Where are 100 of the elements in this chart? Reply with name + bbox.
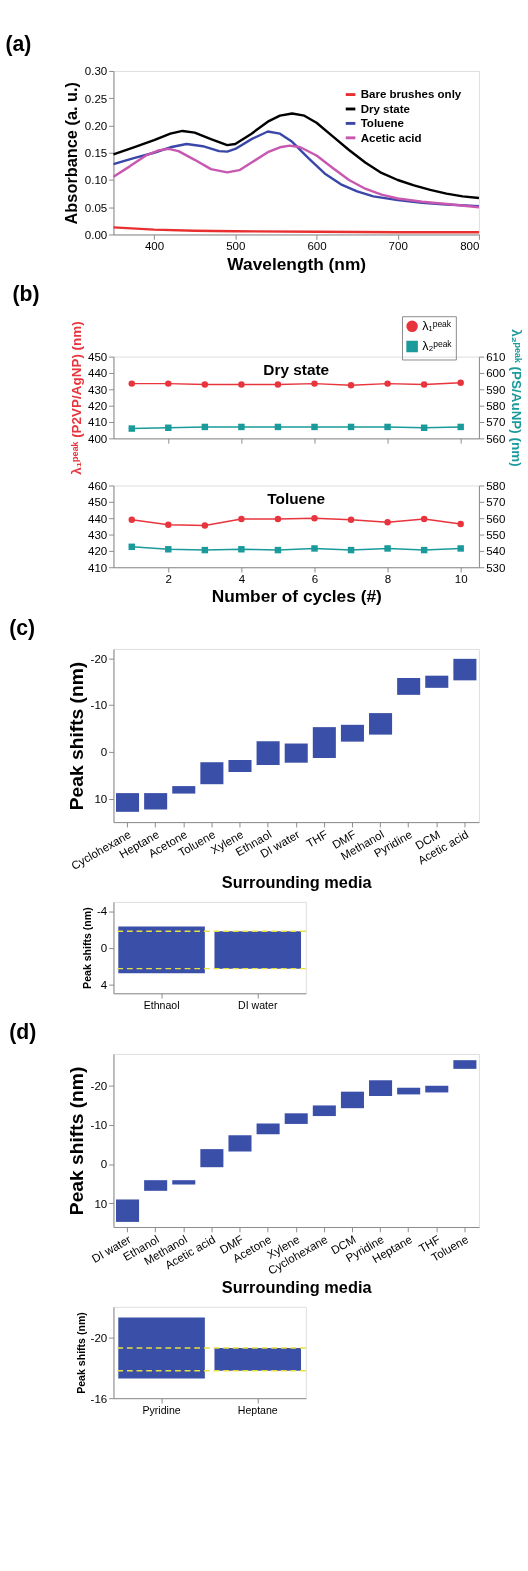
- y-tick-label: -10: [90, 699, 108, 712]
- x-tick-label: Pyridine: [142, 1404, 181, 1417]
- x-tick-label: 800: [460, 240, 480, 253]
- bar: [397, 1087, 421, 1095]
- y-tick-label: 460: [87, 479, 108, 492]
- bar: [284, 1113, 308, 1124]
- y-tick-label: 0.20: [84, 119, 108, 132]
- legend-label: Dry state: [360, 102, 411, 115]
- y-tick-label: -4: [96, 905, 108, 918]
- bar: [453, 1060, 477, 1069]
- y-tick-label: 0.10: [84, 174, 108, 187]
- x-tick-label: 500: [226, 240, 246, 253]
- bar: [369, 713, 393, 735]
- y-tick-label: 440: [87, 512, 108, 525]
- y-tick-label: 0.15: [84, 147, 108, 160]
- legend-label: λ₁ᵖᵉᵃᵏ: [422, 319, 452, 334]
- y2-tick-label: 580: [486, 479, 506, 492]
- y-tick-label: 10: [94, 1197, 108, 1210]
- y-tick-label: 410: [87, 561, 108, 574]
- legend-label: Toluene: [360, 117, 405, 130]
- y-tick-label: 4: [100, 978, 108, 991]
- bar: [256, 741, 280, 766]
- y-tick-label: 0: [100, 1158, 108, 1171]
- y-tick-label: 0: [100, 746, 108, 759]
- bar: [200, 1149, 224, 1168]
- y-tick-label: 420: [87, 400, 108, 413]
- point: [128, 516, 135, 524]
- x-tick-label: 700: [388, 240, 408, 253]
- bar: [284, 743, 308, 763]
- y-tick-label: 430: [87, 383, 108, 396]
- legend-label: λ₂ᵖᵉᵃᵏ: [422, 339, 453, 354]
- line-series: [112, 130, 481, 208]
- bar: [116, 793, 140, 812]
- y2-tick-label: 560: [486, 512, 506, 525]
- y2-axis-title: λ₂ᵖᵉᵃᵏ (PS/AuNP) (nm): [509, 329, 525, 467]
- bar: [144, 1180, 168, 1191]
- legend-label: Bare brushes only: [360, 88, 462, 101]
- x-tick-label: 4: [238, 573, 246, 586]
- point: [420, 515, 428, 523]
- bar: [397, 678, 421, 695]
- x-axis-title: Surrounding media: [221, 873, 373, 892]
- chart-title: (a): [5, 31, 32, 56]
- bar: [340, 1091, 364, 1109]
- y2-tick-label: 560: [486, 432, 506, 445]
- y-tick-label: 440: [87, 367, 108, 380]
- y2-tick-label: 540: [486, 545, 506, 558]
- bar: [425, 1085, 449, 1093]
- y-axis-title: Peak shifts (nm): [65, 661, 87, 811]
- bar: [116, 1199, 140, 1222]
- y-axis-title: Peak shifts (nm): [81, 907, 94, 989]
- bar: [312, 727, 336, 759]
- chart-title: (c): [9, 615, 36, 640]
- y-tick-label: 450: [87, 496, 108, 509]
- y2-tick-label: 570: [486, 416, 506, 429]
- x-tick-label: 10: [454, 573, 468, 586]
- y2-tick-label: 530: [486, 561, 506, 574]
- x-tick-label: DI water: [238, 999, 278, 1012]
- bar: [200, 762, 224, 785]
- annotation: Toluene: [267, 489, 326, 507]
- point: [274, 515, 282, 523]
- y-tick-label: 0: [100, 941, 108, 954]
- y-tick-label: 410: [87, 416, 108, 429]
- y2-tick-label: 590: [486, 383, 506, 396]
- x-tick-label: Ethnaol: [143, 999, 180, 1012]
- point: [347, 516, 355, 524]
- y-tick-label: 10: [94, 793, 108, 806]
- y-tick-label: 420: [87, 545, 108, 558]
- y-tick-label: 0.00: [84, 228, 108, 241]
- y-axis-title: λ₁ᵖᵉᵃᵏ (P2VP/AgNP) (nm): [69, 321, 85, 475]
- bar: [453, 658, 477, 681]
- x-tick-label: 6: [311, 573, 319, 586]
- chart-title: (d): [9, 1020, 37, 1045]
- y-tick-label: 430: [87, 528, 108, 541]
- bar: [256, 1123, 280, 1135]
- y-tick-label: 0.05: [84, 201, 108, 214]
- y-axis-title: Peak shifts (nm): [74, 1312, 87, 1394]
- bar: [340, 724, 364, 742]
- y2-tick-label: 570: [486, 496, 506, 509]
- x-tick-label: 400: [144, 240, 165, 253]
- point: [457, 520, 464, 528]
- bar: [172, 786, 196, 794]
- point: [165, 521, 172, 528]
- point: [311, 514, 318, 522]
- y-tick-label: 450: [87, 350, 108, 363]
- y-tick-label: 400: [87, 432, 108, 445]
- annotation: Dry state: [263, 360, 330, 378]
- y-axis-title: Absorbance (a. u.): [62, 81, 81, 225]
- x-tick-label: Heptane: [237, 1404, 278, 1417]
- y-tick-label: -16: [90, 1392, 108, 1405]
- y-tick-label: -20: [90, 1331, 108, 1344]
- x-tick-label: 8: [384, 573, 392, 586]
- point: [238, 515, 245, 523]
- y2-tick-label: 600: [486, 367, 506, 380]
- y-tick-label: -10: [90, 1119, 108, 1132]
- bar: [312, 1105, 336, 1117]
- y-tick-label: 0.25: [84, 92, 108, 105]
- legend-label: Acetic acid: [360, 131, 422, 144]
- x-axis-title: Surrounding media: [221, 1278, 373, 1297]
- chart-title: (b): [12, 282, 40, 307]
- x-tick-label: 2: [165, 573, 172, 586]
